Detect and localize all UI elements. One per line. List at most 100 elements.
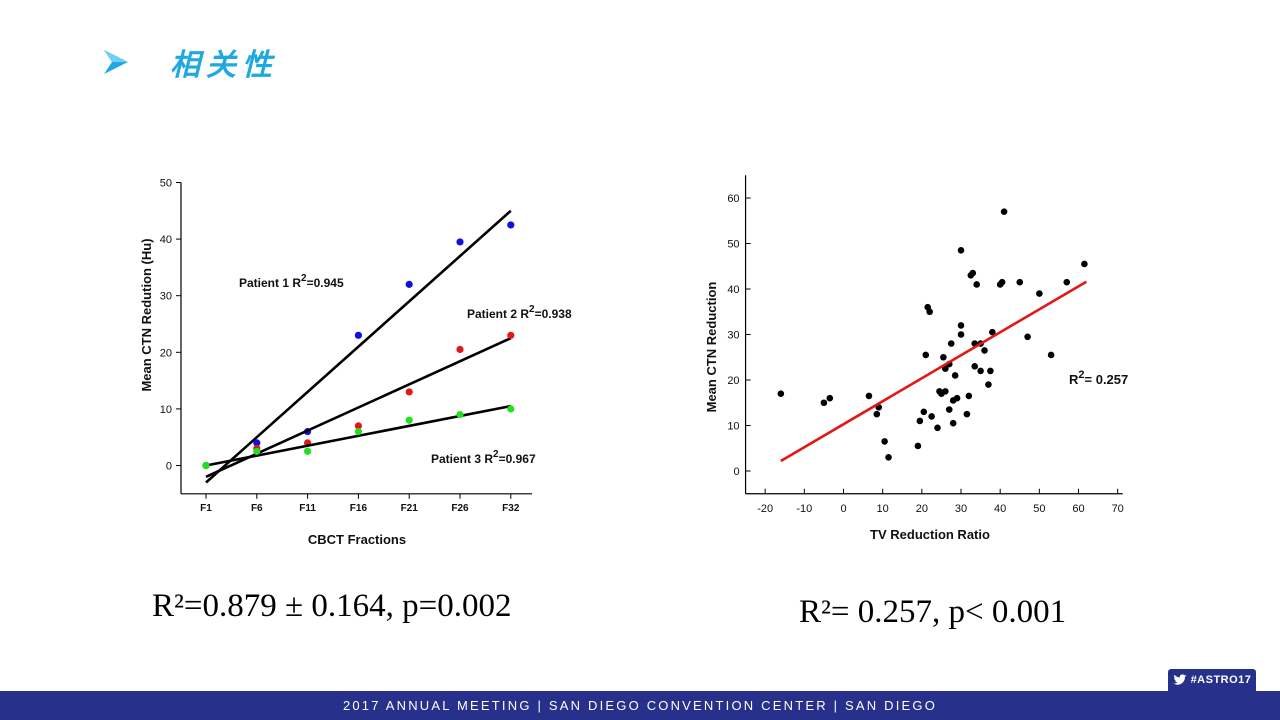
footer-banner: 2017 ANNUAL MEETING | SAN DIEGO CONVENTI… (0, 691, 1280, 720)
x-tick-label: 20 (916, 503, 928, 515)
hashtag-badge: #ASTRO17 (1168, 669, 1256, 691)
data-point (942, 365, 949, 372)
data-point (922, 351, 930, 359)
data-point (945, 406, 953, 413)
data-point (873, 410, 881, 418)
x-tick-label: 10 (877, 503, 889, 515)
x-tick-label: F1 (200, 503, 212, 514)
data-point (951, 372, 959, 379)
x-tick-label: 50 (1033, 503, 1045, 515)
y-tick-label: 20 (160, 347, 172, 359)
y-tick-label: 30 (727, 330, 739, 342)
data-point (957, 322, 965, 329)
data-point (1024, 333, 1031, 341)
data-point (885, 454, 892, 461)
y-tick-label: 10 (160, 404, 172, 416)
arrowhead-bullet-icon (104, 50, 128, 74)
x-tick-label: -20 (757, 503, 773, 515)
data-point (253, 439, 261, 447)
x-tick-label: -10 (796, 503, 812, 515)
data-point (777, 390, 785, 397)
y-axis-title: Mean CTN Redution (Hu) (139, 238, 154, 391)
x-tick-label: F21 (401, 503, 419, 514)
data-point (507, 221, 515, 229)
y-tick-label: 60 (727, 193, 739, 205)
data-point (1016, 278, 1024, 286)
data-point (354, 422, 362, 430)
series-annotation: Patient 2 R2=0.938 (467, 304, 572, 321)
data-point (971, 363, 979, 370)
data-point (940, 353, 947, 361)
summary-left: R²=0.879 ± 0.164, p=0.002 (152, 588, 512, 624)
data-point (1036, 290, 1043, 297)
data-point (957, 247, 965, 254)
data-point (949, 419, 957, 427)
data-point (914, 442, 922, 450)
y-tick-label: 0 (733, 466, 739, 478)
data-point (456, 410, 464, 419)
data-point (456, 345, 464, 354)
x-axis-title: CBCT Fractions (308, 532, 406, 547)
fit-line (780, 280, 1088, 463)
y-tick-label: 30 (160, 291, 172, 303)
series-annotation: Patient 3 R2=0.967 (431, 449, 536, 466)
data-point (969, 269, 977, 277)
x-tick-label: F6 (251, 503, 263, 514)
twitter-bird-icon (1173, 674, 1186, 685)
data-point (957, 331, 965, 338)
hashtag-text: #ASTRO17 (1190, 674, 1252, 686)
data-point (865, 392, 873, 400)
data-point (1000, 208, 1008, 215)
data-point (953, 394, 961, 402)
data-point (1081, 260, 1088, 268)
data-point (507, 331, 515, 339)
data-point (973, 281, 980, 288)
r-squared-annotation: R2= 0.257 (1069, 369, 1128, 387)
x-tick-label: F32 (502, 503, 520, 514)
y-tick-label: 0 (166, 461, 172, 473)
data-point (820, 399, 828, 407)
data-point (998, 278, 1006, 286)
y-tick-label: 40 (160, 234, 172, 246)
data-point (881, 438, 888, 445)
x-tick-label: 0 (840, 503, 846, 515)
x-tick-label: F11 (299, 503, 316, 514)
slide-title: 相关性 (100, 40, 278, 84)
data-point (985, 381, 992, 388)
x-tick-label: 60 (1072, 503, 1084, 515)
data-point (963, 410, 971, 418)
x-tick-label: F16 (350, 503, 368, 514)
y-tick-label: 50 (160, 178, 172, 190)
data-point (405, 416, 413, 424)
data-point (1063, 278, 1071, 286)
data-point (202, 461, 210, 470)
data-point (965, 392, 973, 400)
y-tick-label: 20 (727, 375, 739, 387)
slide-title-text: 相关性 (170, 48, 278, 83)
data-point (981, 347, 988, 354)
data-point (405, 388, 413, 396)
x-tick-label: 40 (994, 503, 1006, 515)
data-point (304, 447, 312, 455)
y-tick-label: 40 (727, 284, 739, 296)
data-point (920, 408, 928, 416)
data-point (926, 308, 933, 316)
x-tick-label: 70 (1112, 503, 1124, 515)
data-point (354, 427, 362, 436)
x-tick-label: F26 (451, 503, 469, 514)
summary-right: R²= 0.257, p< 0.001 (799, 594, 1067, 630)
data-point (456, 238, 464, 246)
y-tick-label: 10 (727, 421, 739, 433)
data-point (916, 417, 924, 425)
charts-canvas: 0 10 20 30 40 50 F1 F6 F11 F16 F21 F26 F32 CBCT Fract… (139, 175, 1128, 547)
data-point (1047, 351, 1055, 359)
y-tick-label: 50 (727, 239, 739, 251)
x-tick-label: 30 (955, 503, 967, 515)
data-point (989, 328, 996, 336)
data-point (934, 424, 941, 432)
footer-text: 2017 ANNUAL MEETING | SAN DIEGO CONVENTI… (342, 698, 938, 713)
fit-line (205, 209, 512, 484)
data-point (928, 413, 935, 420)
data-point (987, 367, 994, 375)
y-axis-title: Mean CTN Reduction (704, 282, 719, 413)
